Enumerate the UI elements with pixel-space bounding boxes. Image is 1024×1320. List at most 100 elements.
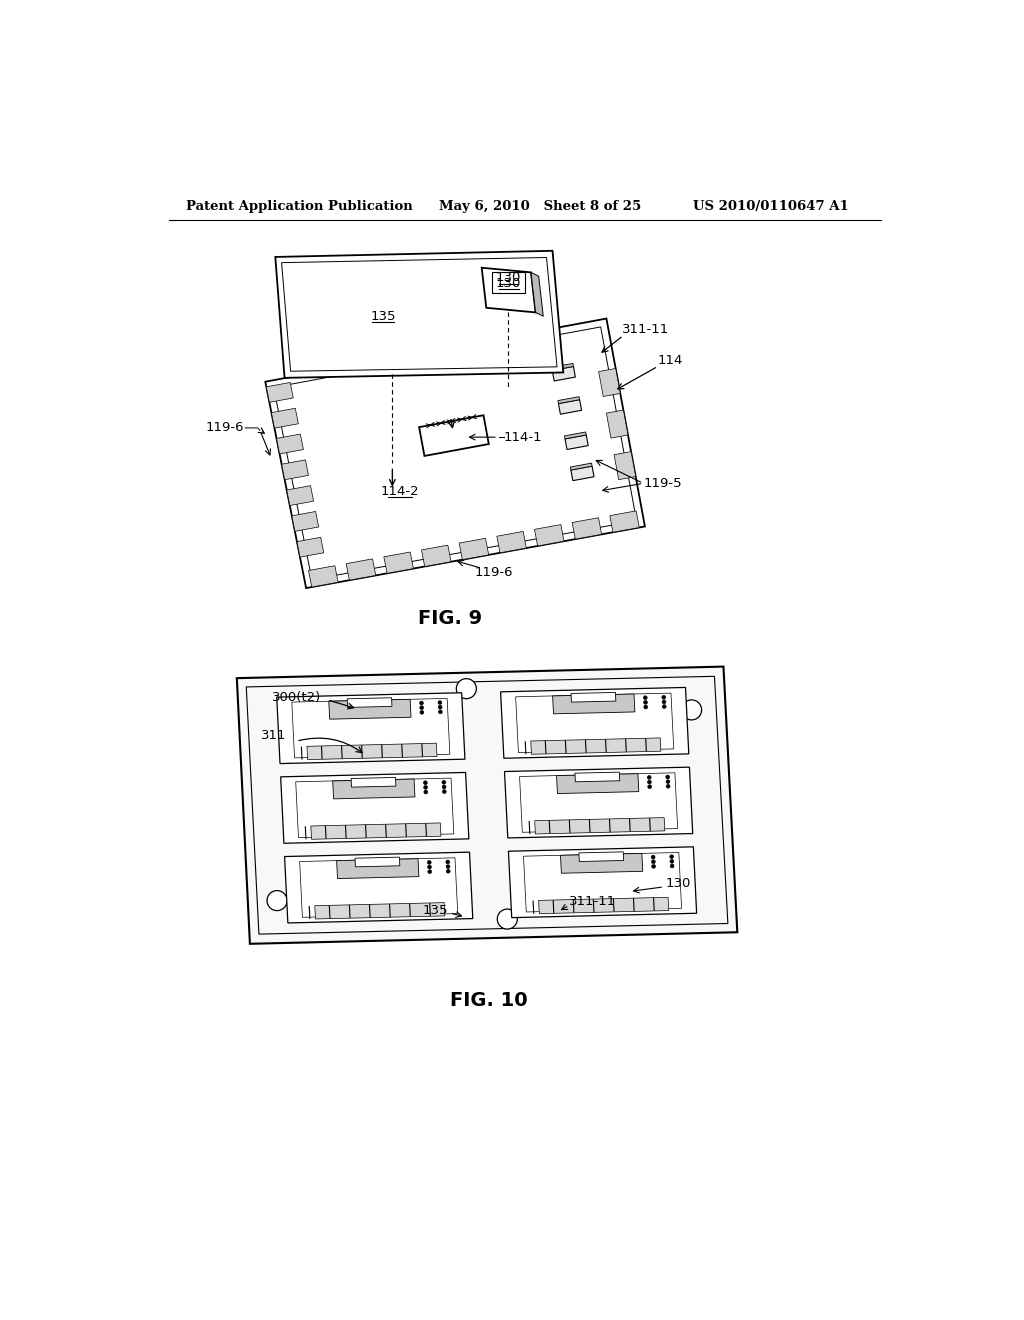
Polygon shape: [570, 463, 592, 470]
Circle shape: [662, 696, 666, 700]
Circle shape: [666, 780, 670, 784]
Polygon shape: [265, 318, 645, 589]
Text: FIG. 10: FIG. 10: [450, 990, 527, 1010]
Polygon shape: [531, 272, 544, 317]
Polygon shape: [275, 251, 563, 378]
Text: 119-6: 119-6: [206, 421, 245, 434]
Circle shape: [670, 859, 674, 863]
Polygon shape: [419, 416, 488, 455]
Circle shape: [445, 861, 450, 863]
Polygon shape: [281, 772, 469, 843]
Polygon shape: [285, 853, 473, 923]
Polygon shape: [308, 566, 338, 587]
Polygon shape: [552, 363, 573, 371]
Text: 130: 130: [496, 277, 521, 289]
Text: 119-6: 119-6: [475, 566, 513, 579]
Circle shape: [438, 705, 442, 709]
Circle shape: [428, 865, 431, 869]
Polygon shape: [297, 537, 324, 557]
Bar: [493, 272, 525, 293]
Circle shape: [424, 791, 428, 793]
Circle shape: [647, 780, 651, 784]
Circle shape: [438, 710, 442, 714]
Circle shape: [670, 865, 674, 867]
Polygon shape: [570, 466, 594, 480]
Circle shape: [651, 865, 655, 869]
Polygon shape: [351, 777, 396, 787]
Circle shape: [651, 859, 655, 863]
Text: 300(t2): 300(t2): [272, 690, 322, 704]
Circle shape: [438, 701, 441, 705]
Circle shape: [498, 909, 517, 929]
Circle shape: [424, 785, 427, 789]
Text: 130: 130: [666, 878, 691, 890]
Polygon shape: [287, 486, 313, 506]
Text: 135: 135: [371, 310, 396, 323]
Polygon shape: [292, 511, 318, 532]
Polygon shape: [571, 693, 615, 702]
Polygon shape: [307, 743, 437, 759]
Circle shape: [663, 705, 667, 709]
Polygon shape: [329, 700, 411, 719]
Polygon shape: [276, 434, 303, 454]
Circle shape: [457, 678, 476, 698]
Polygon shape: [572, 517, 602, 539]
Circle shape: [663, 700, 666, 704]
Text: 114-2: 114-2: [381, 484, 420, 498]
Circle shape: [643, 696, 647, 700]
Polygon shape: [539, 898, 669, 913]
Polygon shape: [266, 383, 293, 403]
Polygon shape: [579, 851, 624, 862]
Polygon shape: [384, 552, 414, 573]
Polygon shape: [535, 817, 665, 834]
Polygon shape: [614, 451, 636, 479]
Circle shape: [651, 855, 655, 859]
Circle shape: [420, 701, 423, 705]
Circle shape: [647, 775, 651, 779]
Circle shape: [442, 789, 446, 793]
Polygon shape: [481, 268, 536, 313]
Circle shape: [648, 785, 651, 788]
Circle shape: [442, 780, 445, 784]
Circle shape: [446, 865, 450, 869]
Polygon shape: [459, 539, 488, 560]
Polygon shape: [574, 772, 620, 781]
Polygon shape: [535, 524, 564, 546]
Text: 311: 311: [260, 730, 286, 742]
Polygon shape: [564, 432, 586, 440]
Polygon shape: [560, 853, 643, 874]
Polygon shape: [271, 408, 298, 428]
Polygon shape: [606, 411, 628, 438]
Circle shape: [420, 706, 424, 710]
Text: US 2010/0110647 A1: US 2010/0110647 A1: [692, 199, 849, 213]
Polygon shape: [422, 545, 451, 566]
Text: FIG. 9: FIG. 9: [418, 610, 482, 628]
Text: 114-1: 114-1: [504, 430, 543, 444]
Text: 119-5: 119-5: [643, 477, 682, 490]
Polygon shape: [337, 859, 419, 879]
Polygon shape: [530, 738, 660, 754]
Polygon shape: [610, 511, 639, 532]
Polygon shape: [314, 903, 444, 919]
Polygon shape: [237, 667, 737, 944]
Polygon shape: [565, 436, 588, 450]
Polygon shape: [311, 822, 441, 840]
Polygon shape: [552, 367, 575, 381]
Circle shape: [428, 870, 432, 874]
Circle shape: [644, 701, 647, 705]
Polygon shape: [505, 767, 692, 838]
Polygon shape: [501, 688, 689, 758]
Circle shape: [667, 784, 670, 788]
Circle shape: [644, 705, 647, 709]
Polygon shape: [557, 774, 639, 793]
Circle shape: [442, 785, 446, 789]
Polygon shape: [355, 857, 399, 867]
Text: 311-11: 311-11: [569, 895, 616, 908]
Circle shape: [670, 855, 674, 858]
Polygon shape: [346, 558, 376, 581]
Circle shape: [446, 870, 451, 874]
Text: 311-11: 311-11: [622, 323, 669, 335]
Circle shape: [267, 891, 287, 911]
Polygon shape: [276, 693, 465, 763]
Text: 130: 130: [496, 271, 520, 284]
